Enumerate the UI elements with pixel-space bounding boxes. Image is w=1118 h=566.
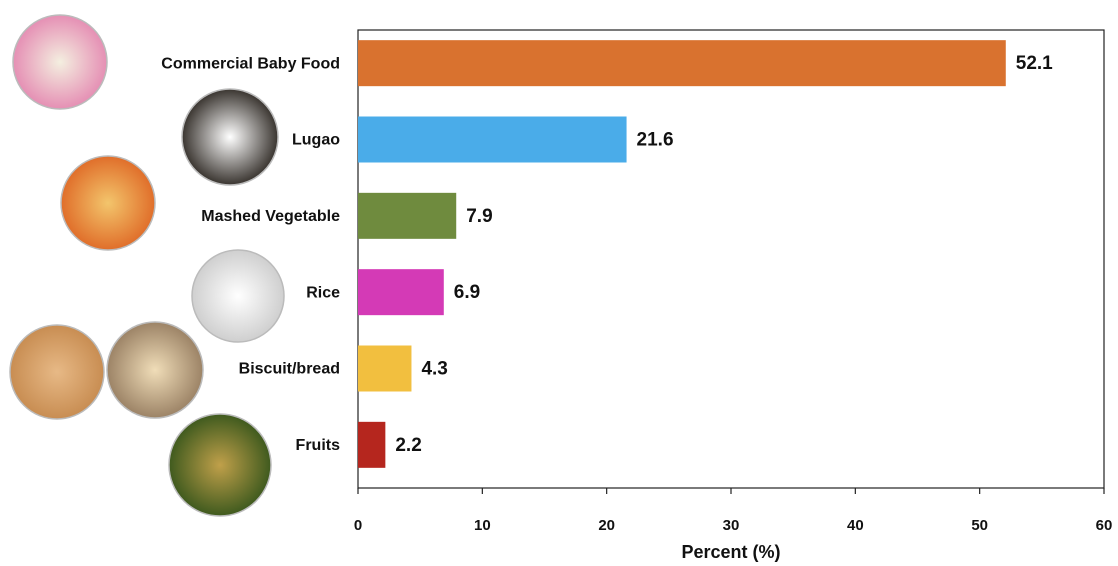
value-label: 2.2 [395, 435, 421, 456]
y-tick-label: Lugao [292, 132, 340, 149]
x-axis-title: Percent (%) [681, 542, 780, 562]
x-tick-label: 40 [847, 517, 864, 534]
bread-image [106, 321, 204, 419]
value-label: 4.3 [421, 359, 447, 380]
bar [358, 421, 386, 468]
y-tick-label: Commercial Baby Food [161, 55, 340, 72]
y-tick-label: Fruits [296, 437, 341, 454]
y-tick-label: Mashed Vegetable [201, 208, 340, 225]
x-tick-label: 60 [1096, 517, 1113, 534]
plot-frame [357, 29, 1105, 489]
x-tick-label: 10 [474, 517, 491, 534]
x-tick-label: 50 [971, 517, 988, 534]
rice-image [191, 249, 285, 343]
y-tick-label: Rice [306, 284, 340, 301]
x-tick-label: 0 [354, 517, 362, 534]
fruits-image [168, 413, 272, 517]
y-tick-label: Biscuit/bread [239, 361, 340, 378]
value-label: 7.9 [466, 206, 492, 227]
baby-food-image [12, 14, 108, 110]
bar [358, 116, 627, 163]
bar [358, 345, 412, 392]
value-label: 52.1 [1016, 53, 1053, 74]
biscuit-image [9, 324, 105, 420]
bar [358, 40, 1006, 87]
lugao-image [181, 88, 279, 186]
value-label: 6.9 [454, 282, 480, 303]
food-images [9, 14, 285, 517]
value-label: 21.6 [637, 130, 674, 151]
bar [358, 192, 457, 239]
x-tick-label: 30 [723, 517, 740, 534]
bar [358, 269, 444, 316]
x-tick-label: 20 [598, 517, 615, 534]
vegetable-image [60, 155, 156, 251]
